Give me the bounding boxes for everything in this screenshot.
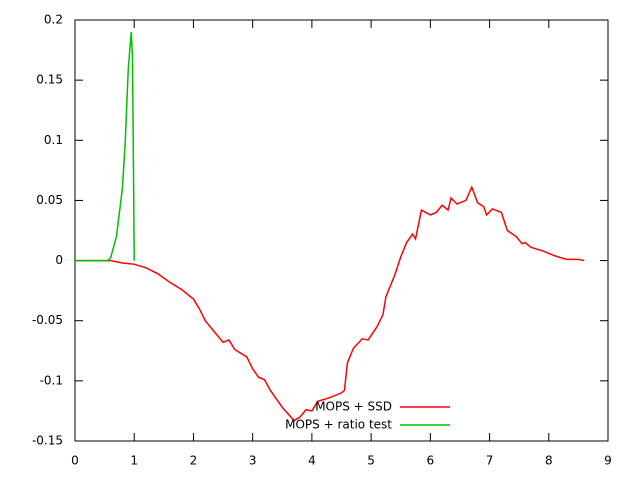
y-tick-label: 0.05 <box>36 193 63 207</box>
plot-border <box>74 19 609 442</box>
x-tick-label: 8 <box>545 454 553 468</box>
x-tick-label: 9 <box>604 454 612 468</box>
x-tick-label: 7 <box>486 454 494 468</box>
y-tick-label: 0.2 <box>44 13 63 27</box>
y-tick-label: -0.05 <box>32 313 63 327</box>
y-tick-label: 0.1 <box>44 133 63 147</box>
x-tick-label: 0 <box>71 454 79 468</box>
x-tick-label: 5 <box>367 454 375 468</box>
x-tick-label: 3 <box>249 454 257 468</box>
legend-label: MOPS + ratio test <box>285 418 392 432</box>
y-tick-label: 0 <box>55 253 63 267</box>
y-tick-label: -0.15 <box>32 434 63 448</box>
x-tick-label: 2 <box>190 454 198 468</box>
data-line <box>75 31 135 262</box>
y-tick-label: -0.1 <box>40 373 63 387</box>
x-tick-label: 1 <box>130 454 138 468</box>
x-tick-label: 6 <box>427 454 435 468</box>
data-line <box>75 185 585 422</box>
y-tick-label: 0.15 <box>36 73 63 87</box>
x-tick-label: 4 <box>308 454 316 468</box>
legend-label: MOPS + SSD <box>315 400 392 414</box>
